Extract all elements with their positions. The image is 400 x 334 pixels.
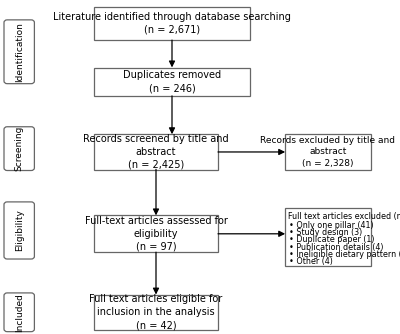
FancyBboxPatch shape bbox=[94, 215, 218, 252]
Text: • Only one pillar (41): • Only one pillar (41) bbox=[289, 221, 374, 230]
Text: Full text articles excluded (n=55):: Full text articles excluded (n=55): bbox=[288, 212, 400, 221]
FancyBboxPatch shape bbox=[4, 202, 34, 259]
FancyBboxPatch shape bbox=[285, 134, 371, 169]
Text: Duplicates removed
(n = 246): Duplicates removed (n = 246) bbox=[123, 70, 221, 93]
Text: Identification: Identification bbox=[15, 22, 24, 82]
FancyBboxPatch shape bbox=[4, 20, 34, 84]
Text: Eligibility: Eligibility bbox=[15, 209, 24, 252]
FancyBboxPatch shape bbox=[285, 208, 371, 267]
FancyBboxPatch shape bbox=[4, 293, 34, 332]
Text: Screening: Screening bbox=[15, 126, 24, 171]
Text: Records screened by title and
abstract
(n = 2,425): Records screened by title and abstract (… bbox=[83, 134, 229, 170]
Text: Records excluded by title and
abstract
(n = 2,328): Records excluded by title and abstract (… bbox=[260, 136, 396, 168]
FancyBboxPatch shape bbox=[4, 127, 34, 170]
Text: Full text articles eligible for
inclusion in the analysis
(n = 42): Full text articles eligible for inclusio… bbox=[89, 295, 223, 330]
Text: Included: Included bbox=[15, 293, 24, 332]
FancyBboxPatch shape bbox=[94, 134, 218, 169]
FancyBboxPatch shape bbox=[94, 67, 250, 96]
Text: • Other (4): • Other (4) bbox=[289, 258, 333, 267]
Text: • Publication details (4): • Publication details (4) bbox=[289, 243, 384, 252]
Text: Full-text articles assessed for
eligibility
(n = 97): Full-text articles assessed for eligibil… bbox=[84, 216, 228, 252]
Text: • Ineligible dietary pattern (2): • Ineligible dietary pattern (2) bbox=[289, 250, 400, 259]
FancyBboxPatch shape bbox=[94, 295, 218, 330]
Text: • Study design (3): • Study design (3) bbox=[289, 228, 362, 237]
Text: • Duplicate paper (1): • Duplicate paper (1) bbox=[289, 235, 374, 244]
Text: Literature identified through database searching
(n = 2,671): Literature identified through database s… bbox=[53, 12, 291, 35]
FancyBboxPatch shape bbox=[94, 7, 250, 40]
